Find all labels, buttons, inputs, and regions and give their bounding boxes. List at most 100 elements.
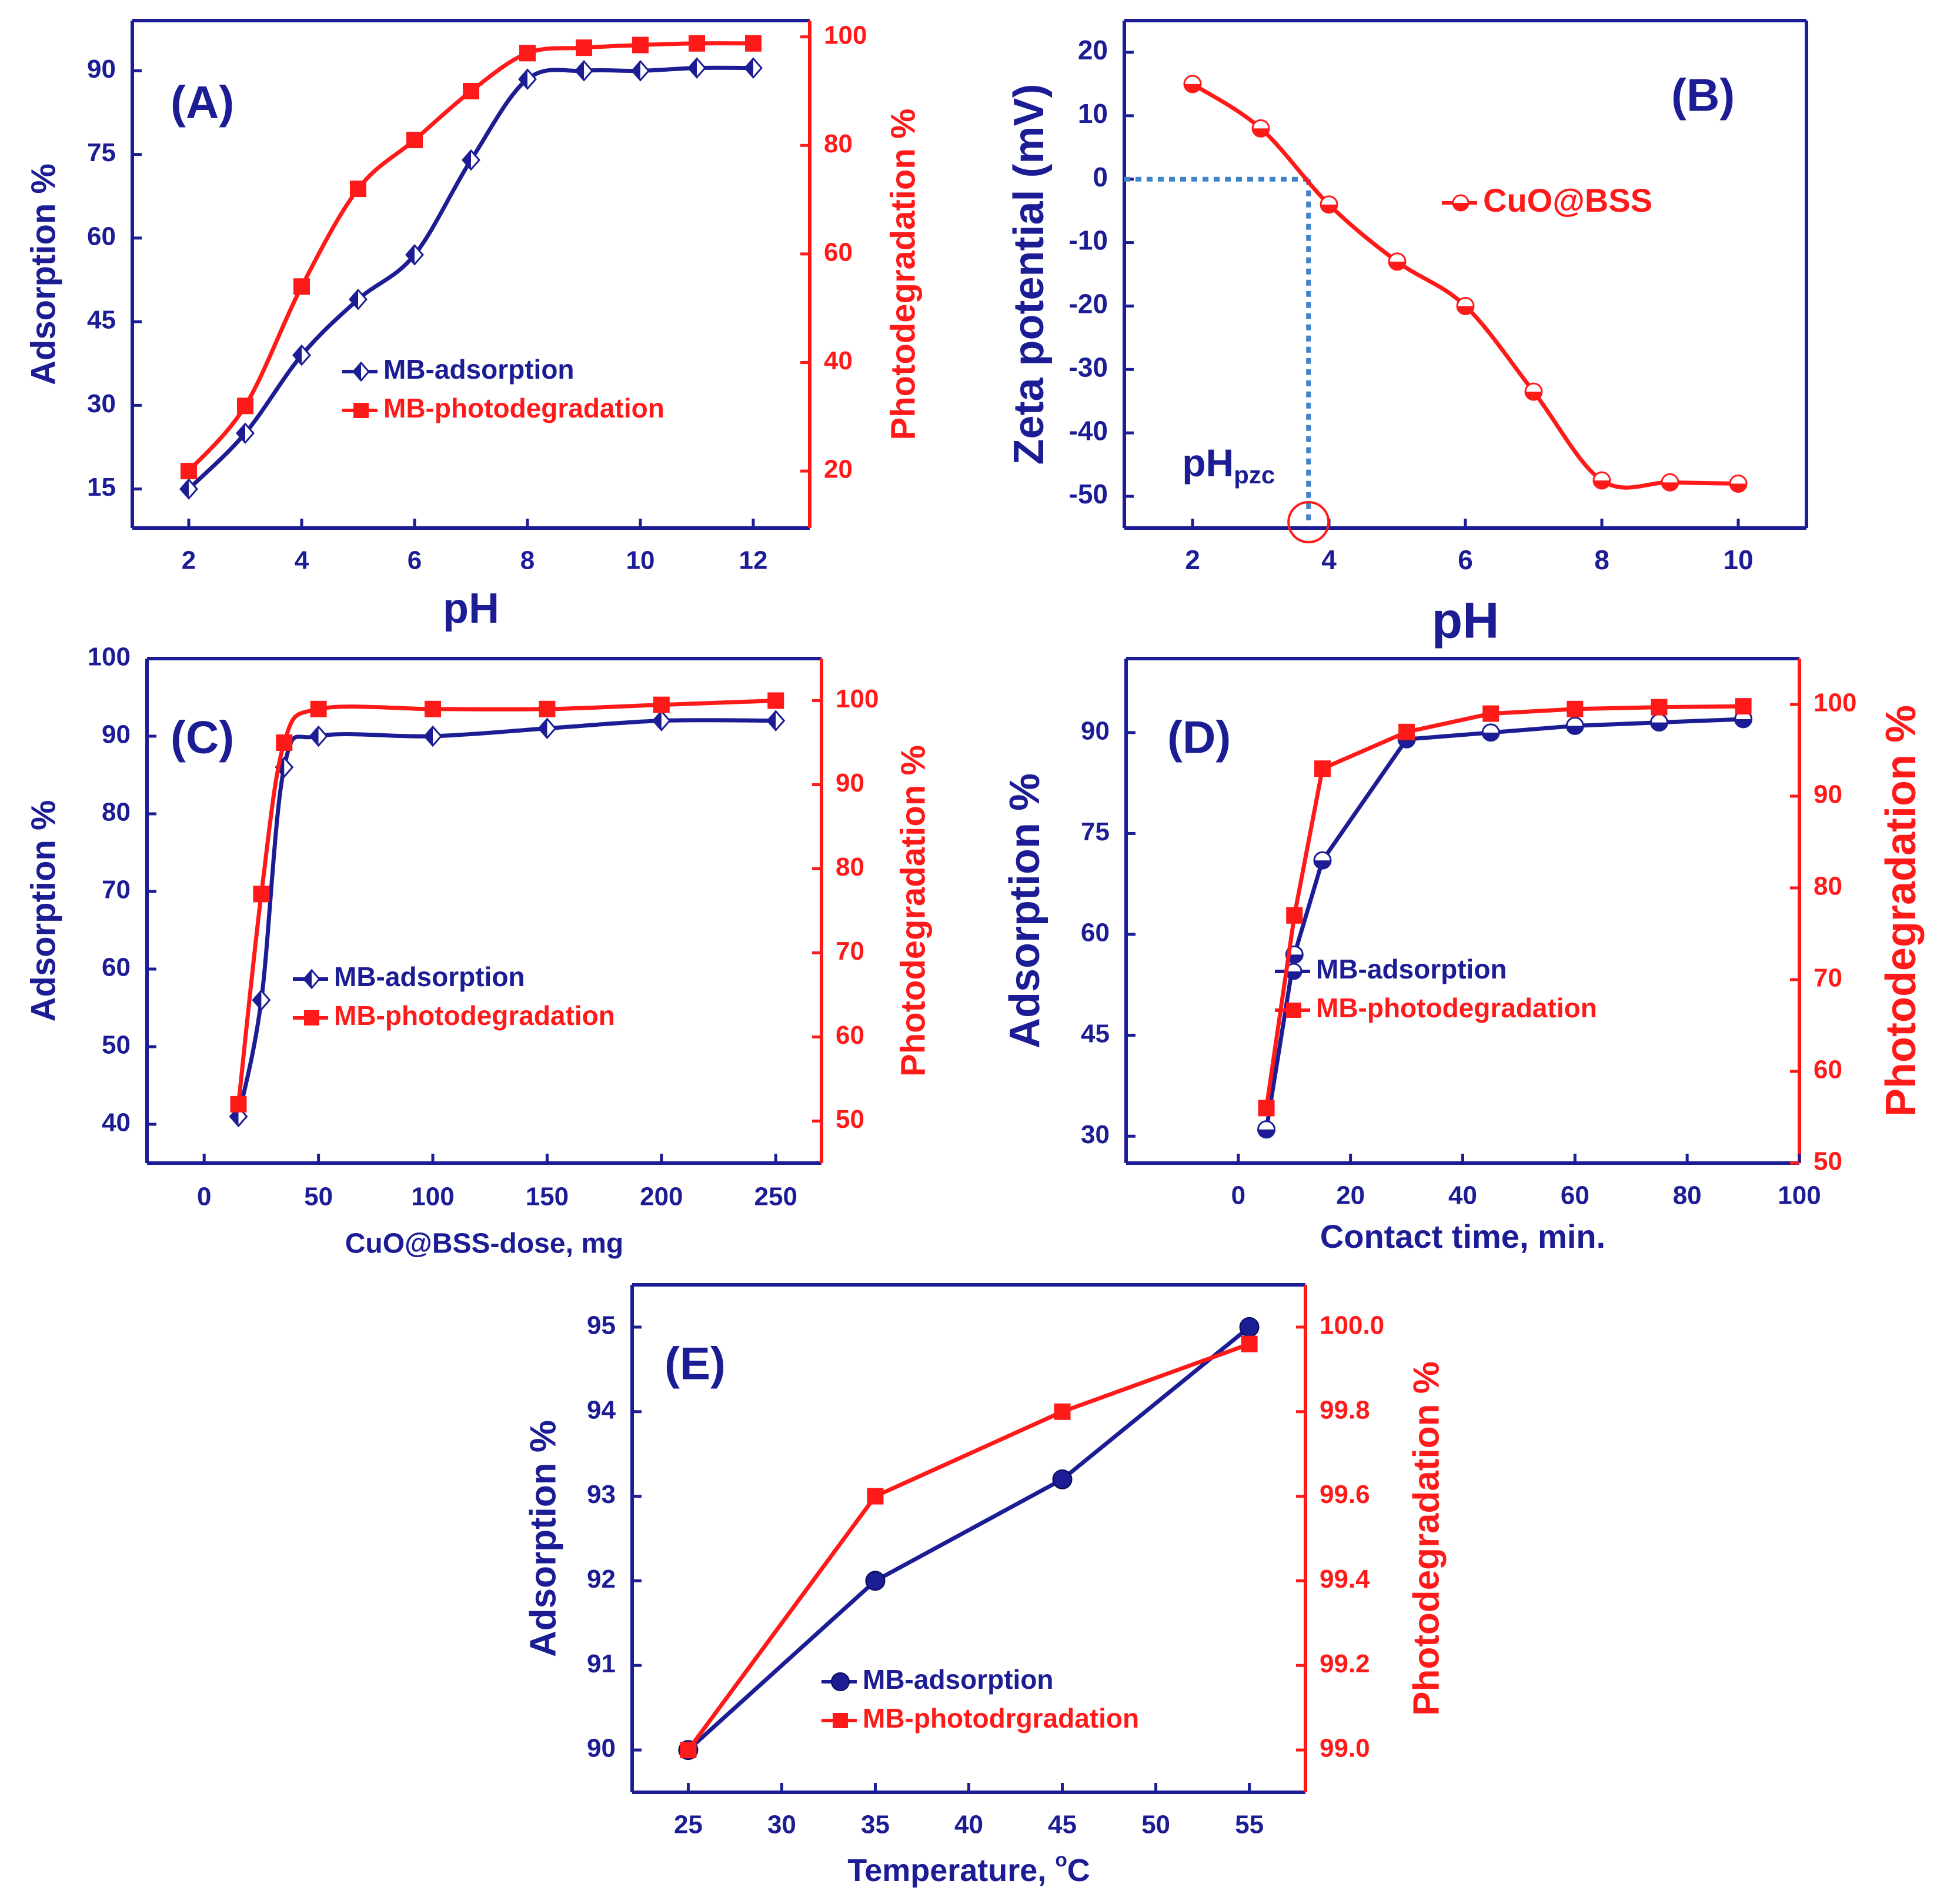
data-point-fill: [653, 711, 662, 730]
pzc-circle: [1287, 501, 1330, 543]
series-cuo-bss: [1183, 75, 1748, 493]
y-tick-label: 75: [87, 138, 116, 167]
legend-entry: MB-photodrgradation: [821, 1703, 1139, 1733]
y-tick-label: 90: [1081, 716, 1110, 745]
data-point: [1398, 723, 1415, 740]
data-point: [1054, 1403, 1071, 1420]
data-point-fill: [1258, 1129, 1275, 1138]
data-point: [631, 60, 650, 82]
y-tick-label: 92: [587, 1565, 616, 1594]
data-point: [350, 181, 366, 198]
x-tick-label: 50: [1141, 1811, 1170, 1839]
series-line: [1190, 82, 1741, 490]
y-tick-label: 94: [587, 1395, 616, 1424]
legend-entry: MB-adsorption: [293, 961, 525, 992]
x-tick-label: 100: [411, 1183, 454, 1211]
legend-label: MB-photodegradation: [1316, 993, 1597, 1023]
legend-label: MB-photodegradation: [334, 1000, 615, 1031]
series-line: [1264, 704, 1746, 1110]
y-tick-label: 80: [102, 798, 131, 827]
y-axis-label: Zeta potential (mV): [1006, 83, 1053, 465]
data-point: [689, 35, 705, 52]
data-point: [766, 710, 786, 731]
data-point: [292, 344, 311, 366]
data-point-fill: [406, 245, 415, 265]
x-tick-label: 45: [1048, 1811, 1077, 1839]
data-point: [575, 60, 593, 82]
data-point: [1183, 75, 1202, 93]
data-point-fill: [310, 727, 319, 746]
data-point: [425, 700, 442, 717]
series-mb-photodegradation: [181, 35, 762, 480]
y-tick-label: 45: [87, 306, 116, 335]
data-point-fill: [1184, 83, 1201, 92]
data-point: [539, 700, 556, 717]
data-point: [1524, 382, 1543, 401]
data-point: [1456, 296, 1475, 315]
x-tick-label: 55: [1235, 1811, 1264, 1839]
data-point: [252, 989, 271, 1011]
x-tick-label: 2: [182, 546, 196, 575]
series-line: [186, 65, 756, 492]
legend-entry: CuO@BSS: [1442, 182, 1652, 219]
x-tick-label: 8: [520, 546, 535, 575]
data-point-fill: [1730, 483, 1746, 492]
data-point: [653, 696, 670, 713]
panel-label: (C): [171, 712, 234, 763]
panel-label: (A): [171, 76, 234, 128]
data-point: [293, 278, 310, 295]
data-point-fill: [1651, 722, 1668, 731]
data-point: [1565, 716, 1584, 735]
legend-marker-fill: [1453, 203, 1468, 211]
data-point: [1649, 713, 1668, 732]
data-point: [1734, 710, 1753, 729]
x-tick-label: 40: [954, 1811, 983, 1839]
legend-marker-fill: [304, 970, 312, 988]
x-tick-label: 4: [1321, 545, 1337, 575]
data-point: [1735, 698, 1752, 715]
y2-tick-label: 80: [836, 853, 864, 881]
data-point: [1320, 195, 1338, 214]
y-tick-label: 60: [102, 953, 131, 982]
x-tick-label: 200: [640, 1183, 683, 1211]
series-mb-adsorption: [1257, 710, 1753, 1139]
data-point: [744, 57, 763, 79]
series-mb-photodrgradation: [680, 1335, 1258, 1759]
y2-tick-label: 100: [824, 21, 867, 49]
legend-marker-fill: [353, 363, 361, 380]
data-point: [236, 422, 255, 445]
data-point: [745, 35, 762, 52]
data-point: [1729, 474, 1748, 493]
y2-tick-label: 90: [836, 769, 864, 797]
data-point-fill: [1482, 732, 1499, 741]
data-point: [1241, 1335, 1258, 1352]
data-point: [1239, 1317, 1260, 1337]
y-tick-label: 10: [1078, 98, 1108, 129]
y-tick-label: 100: [88, 643, 131, 672]
x-tick-label: 250: [754, 1183, 797, 1211]
x-tick-label: 150: [526, 1183, 569, 1211]
x-tick-label: 35: [861, 1811, 890, 1839]
legend-label: CuO@BSS: [1483, 182, 1652, 219]
y-tick-label: -10: [1069, 225, 1108, 256]
data-point-fill: [745, 58, 753, 78]
x-tick-label: 6: [408, 546, 422, 575]
y-axis-label: Adsorption %: [523, 1420, 563, 1657]
y-tick-label: 60: [87, 222, 116, 250]
data-point: [767, 692, 784, 709]
data-point-fill: [253, 990, 262, 1010]
y2-tick-label: 90: [1814, 780, 1842, 809]
x-tick-label: 80: [1673, 1181, 1702, 1210]
data-point-fill: [1457, 306, 1474, 315]
data-point-fill: [1389, 261, 1405, 270]
x-tick-label: 60: [1561, 1181, 1589, 1210]
y-tick-label: -40: [1069, 415, 1108, 446]
y2-tick-label: 80: [1814, 872, 1842, 901]
y-tick-label: 50: [102, 1031, 131, 1060]
series-line: [236, 718, 778, 1119]
data-point-fill: [539, 719, 547, 738]
data-point: [1567, 700, 1584, 717]
data-point-fill: [293, 346, 302, 365]
data-point-fill: [689, 58, 697, 78]
y2-tick-label: 99.4: [1320, 1565, 1370, 1594]
